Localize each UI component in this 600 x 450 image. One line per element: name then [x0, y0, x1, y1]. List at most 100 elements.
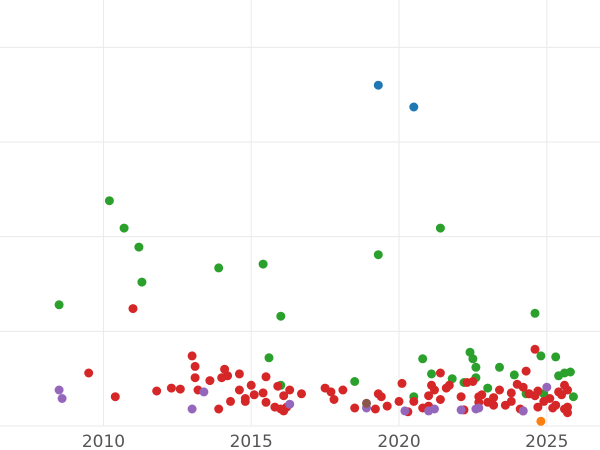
data-point-s2-77: [533, 402, 543, 412]
data-point-s3-13: [542, 382, 552, 392]
data-point-s1-19: [468, 354, 478, 364]
data-point-s2-40: [376, 392, 386, 402]
x-tick-label-3: 2025: [525, 432, 568, 450]
data-point-s2-90: [554, 387, 564, 397]
data-point-s3-11: [474, 403, 484, 413]
data-point-s1-32: [565, 367, 575, 377]
data-point-s0-0: [373, 80, 383, 90]
data-point-s2-11: [214, 404, 224, 414]
data-point-s2-88: [524, 389, 534, 399]
data-point-s3-4: [285, 399, 295, 409]
data-point-s2-8: [190, 373, 200, 383]
data-point-s2-52: [435, 368, 445, 378]
data-point-s2-10: [205, 376, 215, 386]
data-point-s1-5: [214, 263, 224, 273]
data-point-s2-3: [152, 386, 162, 396]
data-point-s3-1: [57, 394, 67, 403]
data-point-s2-32: [297, 389, 306, 399]
data-point-s1-2: [119, 223, 129, 233]
data-point-s1-1: [104, 196, 114, 206]
data-point-s1-4: [137, 277, 147, 287]
data-point-s2-23: [261, 397, 271, 407]
x-tick-label-2: 2020: [377, 432, 420, 450]
data-point-s1-7: [264, 353, 274, 363]
data-point-s1-10: [350, 377, 360, 386]
data-point-s2-58: [468, 377, 478, 386]
data-point-s2-15: [226, 396, 235, 406]
data-point-s2-7: [190, 361, 200, 371]
data-point-s1-11: [373, 250, 383, 260]
data-point-s2-19: [240, 396, 250, 406]
x-axis-ticks: 2010 2015 2020 2025: [82, 432, 569, 450]
data-point-s2-38: [370, 404, 380, 414]
data-point-s2-89: [548, 403, 558, 413]
data-point-s1-29: [551, 352, 561, 362]
data-point-s2-21: [249, 390, 259, 400]
data-point-s2-26: [273, 381, 283, 391]
data-point-s3-3: [199, 387, 209, 397]
data-point-s3-0: [54, 385, 64, 395]
data-point-s1-14: [427, 369, 436, 379]
data-point-s2-5: [175, 384, 185, 394]
data-point-s1-26: [530, 308, 540, 318]
data-point-s2-42: [394, 396, 404, 406]
data-point-s2-45: [409, 396, 419, 406]
data-point-s1-0: [54, 300, 64, 310]
data-point-s2-54: [444, 380, 454, 390]
data-point-s1-8: [276, 311, 286, 321]
data-point-s2-63: [489, 393, 499, 403]
data-point-s2-35: [329, 395, 339, 404]
data-point-s2-79: [545, 394, 555, 403]
data-point-s1-3: [134, 242, 144, 252]
data-point-s2-86: [563, 385, 572, 395]
data-point-s3-12: [518, 406, 528, 416]
data-point-s3-8: [430, 404, 439, 414]
x-tick-label-0: 2010: [82, 432, 125, 450]
x-tick-label-1: 2015: [230, 432, 273, 450]
data-point-s2-73: [521, 366, 531, 376]
data-point-s1-13: [418, 354, 428, 364]
data-point-s1-6: [258, 259, 268, 269]
data-point-s3-9: [456, 405, 466, 415]
data-point-s2-72: [518, 382, 528, 392]
data-point-s2-65: [495, 385, 504, 395]
data-point-s2-41: [382, 401, 392, 411]
data-point-s2-43: [397, 378, 407, 388]
data-point-s2-48: [424, 391, 434, 401]
data-point-s2-36: [338, 385, 348, 395]
data-point-s1-23: [495, 362, 504, 372]
data-point-s2-4: [166, 383, 176, 393]
data-point-s1-24: [509, 370, 519, 380]
data-point-s2-67: [506, 388, 516, 398]
data-point-s2-87: [530, 344, 540, 354]
data-point-s3-6: [400, 406, 410, 416]
data-point-s2-20: [246, 380, 256, 390]
data-point-s2-1: [110, 392, 120, 402]
data-point-s2-55: [456, 392, 466, 402]
data-point-s1-27: [536, 351, 546, 361]
data-point-s2-2: [128, 304, 138, 314]
data-point-s2-14: [223, 371, 233, 381]
data-point-s2-34: [326, 387, 336, 397]
data-point-s2-37: [350, 403, 360, 413]
data-point-s2-85: [563, 408, 572, 418]
data-point-s1-20: [471, 362, 481, 372]
data-point-s2-76: [533, 386, 543, 396]
data-point-s2-6: [187, 351, 197, 361]
data-point-s2-31: [285, 385, 295, 395]
data-point-s2-24: [261, 372, 271, 382]
data-point-s2-68: [506, 396, 516, 406]
data-point-s0-1: [409, 102, 419, 112]
data-point-s1-15: [435, 223, 445, 233]
data-point-s2-50: [430, 385, 439, 395]
data-point-s1-22: [483, 383, 493, 393]
data-point-s1-33: [568, 392, 578, 402]
data-point-s2-51: [435, 395, 445, 404]
data-point-s4-0: [536, 416, 546, 426]
grid: [0, 0, 600, 427]
data-point-s2-61: [477, 390, 487, 400]
data-point-s2-0: [84, 368, 94, 378]
data-point-s2-16: [234, 369, 244, 379]
data-point-s2-17: [234, 385, 244, 395]
data-point-s2-22: [258, 388, 268, 398]
